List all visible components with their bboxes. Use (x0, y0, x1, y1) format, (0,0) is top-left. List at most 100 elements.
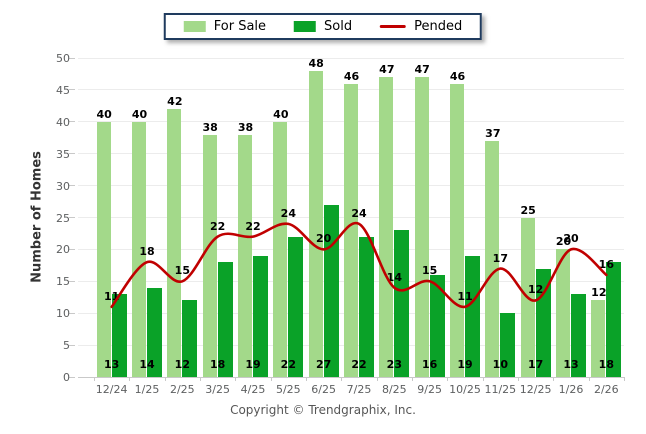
sold-bar (359, 236, 374, 377)
x-axis-label-1-25: 1/25 (134, 383, 160, 396)
for-sale-bar (132, 121, 146, 377)
for-sale-value-label: 20 (555, 235, 572, 249)
y-tick-label-25: 25 (56, 211, 70, 225)
sold-legend-label: Sold (324, 19, 353, 34)
legend-item-sold: Sold (294, 19, 352, 34)
pended-value-label: 18 (139, 245, 155, 259)
x-tick (624, 377, 625, 381)
x-axis-label-10-25: 10/25 (449, 383, 481, 396)
pended-value-label: 11 (457, 289, 473, 303)
y-tick-label-50: 50 (56, 52, 70, 65)
for-sale-bar (96, 121, 111, 377)
sold-bar (253, 255, 268, 377)
sold-value-label: 14 (139, 358, 155, 371)
y-tick-label-10: 10 (56, 307, 70, 321)
y-tick-30 (69, 185, 75, 187)
pended-value-label: 20 (563, 232, 579, 246)
pended-line-path (110, 221, 608, 309)
legend-item-pended: Pended (380, 19, 462, 34)
x-tick (94, 377, 95, 381)
y-tick-25 (69, 217, 75, 218)
y-tick-label-15: 15 (56, 275, 70, 289)
gridline-0 (78, 376, 624, 378)
pended-value-label: 22 (245, 219, 261, 233)
x-tick (553, 377, 555, 381)
sold-value-label: 22 (351, 358, 367, 371)
y-tick-10 (69, 312, 75, 314)
for-sale-value-label: 38 (237, 120, 254, 134)
for-sale-value-label: 48 (308, 56, 324, 70)
sold-value-label: 22 (280, 358, 296, 371)
x-axis-label-3-25: 3/25 (205, 383, 231, 396)
sold-bar (288, 236, 304, 377)
y-tick-50 (69, 57, 75, 59)
y-tick-5 (69, 344, 75, 346)
sold-value-label: 10 (492, 358, 508, 371)
for-sale-bar (167, 109, 182, 377)
legend-item-for-sale: For Sale (183, 19, 267, 34)
x-tick (200, 377, 201, 381)
x-tick (129, 377, 131, 381)
for-sale-value-label: 40 (96, 107, 112, 121)
pended-line-swatch-icon (380, 25, 407, 28)
x-axis-label-1-26: 1/26 (558, 383, 584, 396)
for-sale-value-label: 47 (414, 63, 430, 77)
x-tick (270, 377, 272, 381)
x-tick (447, 377, 449, 381)
sold-value-label: 16 (422, 358, 438, 371)
for-sale-value-label: 12 (591, 286, 607, 300)
x-axis-label-8-25: 8/25 (381, 383, 407, 396)
for-sale-value-label: 46 (449, 69, 466, 83)
sold-bar (606, 262, 622, 377)
x-axis-label-6-25: 6/25 (311, 383, 337, 396)
pended-value-label: 17 (492, 251, 508, 265)
for-sale-legend-label: For Sale (213, 19, 267, 34)
y-tick-label-30: 30 (56, 179, 70, 193)
sold-value-label: 18 (210, 358, 226, 371)
for-sale-value-label: 37 (485, 126, 501, 140)
x-axis-label-4-25: 4/25 (240, 383, 266, 396)
y-tick-0 (69, 376, 75, 378)
for-sale-value-label: 46 (343, 69, 360, 83)
sold-value-label: 13 (104, 358, 120, 371)
pended-value-label: 14 (386, 270, 402, 284)
y-tick-20 (69, 248, 75, 250)
for-sale-value-label: 40 (273, 107, 289, 121)
x-axis-label-9-25: 9/25 (417, 383, 443, 396)
for-sale-bar (485, 140, 500, 377)
pended-value-label: 12 (528, 283, 544, 297)
legend: For Sale Sold Pended (163, 13, 483, 40)
y-tick-label-5: 5 (63, 339, 70, 353)
sold-swatch-icon (294, 21, 317, 32)
for-sale-bar (591, 300, 606, 377)
for-sale-value-label: 47 (379, 63, 395, 77)
for-sale-bar (273, 121, 288, 377)
pended-value-label: 15 (174, 264, 190, 278)
pended-legend-label: Pended (414, 19, 463, 34)
y-tick-45 (69, 89, 75, 91)
sold-bar (394, 230, 410, 377)
x-axis-label-2-26: 2/26 (593, 383, 619, 396)
y-tick-15 (69, 280, 75, 282)
x-axis-label-11-25: 11/25 (484, 383, 517, 396)
y-tick-label-0: 0 (63, 371, 70, 384)
y-tick-label-20: 20 (56, 243, 70, 257)
sold-bar (429, 274, 445, 377)
sold-bar (500, 313, 516, 377)
sold-value-label: 18 (598, 358, 614, 371)
x-axis-label-12-25: 12/25 (519, 383, 552, 396)
sold-bar (535, 268, 551, 377)
sold-bar (571, 294, 586, 377)
for-sale-bar (308, 70, 323, 377)
x-tick (588, 377, 590, 381)
for-sale-bar (414, 77, 429, 377)
for-sale-bar (238, 134, 252, 377)
sold-bar (111, 294, 127, 377)
for-sale-value-label: 25 (520, 203, 536, 217)
x-tick (412, 377, 413, 381)
x-tick (164, 377, 166, 381)
y-tick-40 (69, 121, 75, 123)
for-sale-bar (556, 249, 570, 377)
pended-value-label: 16 (598, 257, 614, 271)
